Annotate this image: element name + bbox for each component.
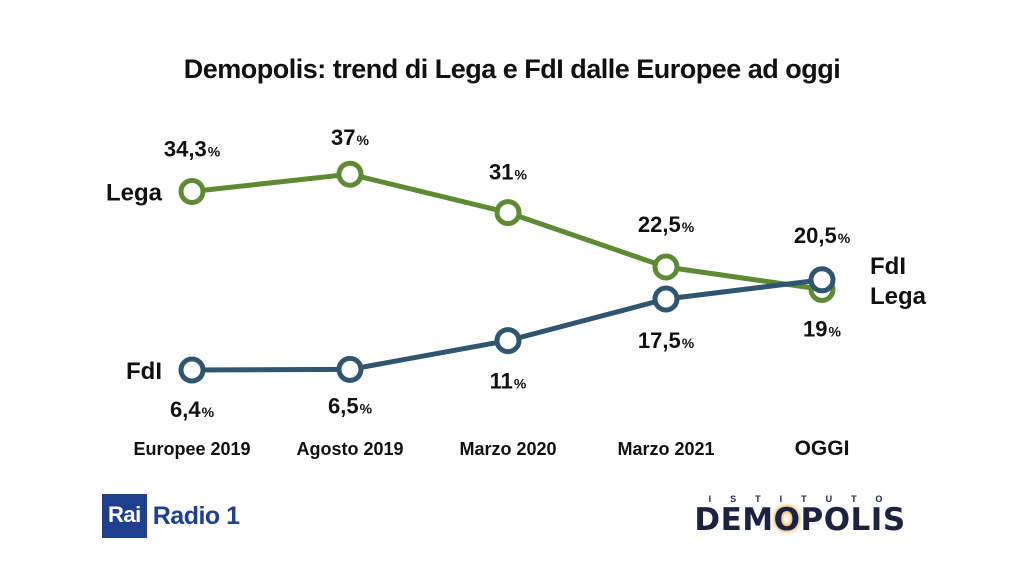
end-label-fdi: FdI [870, 253, 906, 280]
data-label-fdi-3: 17,5% [638, 328, 695, 353]
data-label-lega-0: 34,3% [164, 136, 221, 161]
marker-fdi-2 [494, 327, 522, 355]
marker-lega-2 [494, 199, 522, 227]
data-label-lega-3: 22,5% [638, 212, 695, 237]
series-name-lega: Lega [106, 179, 163, 206]
data-label-fdi-1: 6,5% [328, 393, 373, 418]
marker-lega-1 [336, 160, 364, 188]
data-label-fdi-4: 20,5% [794, 223, 851, 248]
category-label-3: Marzo 2021 [617, 439, 714, 459]
demopolis-logo-top: ISTITUTO [708, 494, 902, 504]
series-line-fdi [191, 277, 823, 373]
category-label-0: Europee 2019 [133, 439, 250, 459]
data-label-lega-1: 37% [331, 125, 369, 150]
end-label-lega: Lega [870, 283, 927, 310]
data-label-fdi-2: 11% [490, 369, 527, 394]
marker-fdi-4 [808, 266, 836, 294]
demopolis-logo: ISTITUTO DEMOPOLIS [684, 494, 916, 538]
series-line-lega [191, 171, 823, 292]
rai-logo-box: Rai [102, 494, 147, 538]
demopolis-logo-main: DEMOPOLIS [694, 502, 906, 538]
data-label-lega-4: 19% [803, 316, 841, 341]
radio1-logo-text: Radio 1 [152, 501, 240, 530]
marker-lega-3 [652, 253, 680, 281]
marker-fdi-3 [652, 285, 680, 313]
data-label-fdi-0: 6,4% [170, 397, 215, 422]
category-label-4: OGGI [795, 437, 850, 460]
category-label-1: Agosto 2019 [296, 439, 403, 459]
category-label-2: Marzo 2020 [459, 439, 556, 459]
data-label-lega-2: 31% [489, 160, 527, 185]
rai-radio1-logo: Rai Radio 1 [102, 494, 240, 538]
marker-lega-0 [178, 177, 206, 205]
series-name-fdi: FdI [126, 358, 162, 385]
marker-fdi-0 [178, 356, 206, 384]
marker-fdi-1 [336, 355, 364, 383]
chart-title: Demopolis: trend di Lega e FdI dalle Eur… [183, 54, 841, 84]
